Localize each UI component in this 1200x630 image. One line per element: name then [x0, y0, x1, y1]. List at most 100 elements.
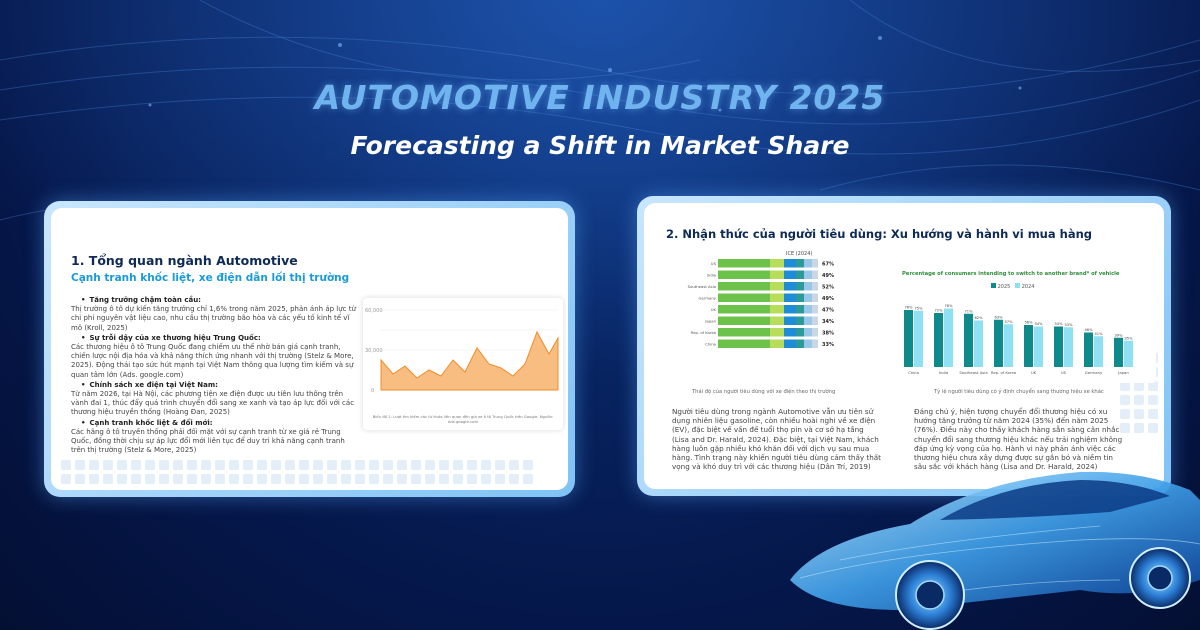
ev-attitude-segment: [784, 293, 796, 302]
ev-attitude-segment: [718, 259, 770, 268]
ev-attitude-segment: [770, 316, 784, 325]
bar-value-label: 71%: [965, 309, 974, 313]
decorative-dot: [495, 460, 505, 470]
decorative-dot: [1148, 423, 1158, 433]
bar-category-label: US: [1061, 370, 1067, 375]
ev-attitude-segment: [796, 316, 804, 325]
bar-2024: [974, 320, 983, 367]
bar-2024: [944, 308, 953, 367]
ev-attitude-segment: [804, 293, 812, 302]
bullet-body: Các hãng ô tô truyền thống phải đối mặt …: [71, 427, 345, 455]
decorative-dot: [509, 460, 519, 470]
legend-label-2025: 2025: [997, 284, 1011, 290]
decorative-dot: [243, 474, 253, 484]
decorative-dot: [173, 474, 183, 484]
decorative-dot: [299, 474, 309, 484]
search-volume-area-chart: 60,000 30,000 0: [365, 308, 559, 394]
consumer-paragraph-right: Đáng chú ý, hiện tượng chuyển đổi thương…: [914, 407, 1123, 472]
decorative-dot: [131, 460, 141, 470]
bar-2025: [1084, 332, 1093, 367]
ev-attitude-row-label: Southeast Asia: [688, 284, 716, 289]
bar-value-label: 72%: [935, 309, 944, 313]
bar-value-label: 53%: [1065, 323, 1074, 327]
decorative-dot: [131, 474, 141, 484]
ev-attitude-segment: [784, 282, 796, 291]
bar-value-label: 57%: [1005, 320, 1014, 324]
search-volume-area: [380, 330, 559, 391]
decorative-dot: [313, 474, 323, 484]
decorative-dot: [257, 474, 267, 484]
bar-value-label: 75%: [915, 306, 924, 310]
bullet-body: Từ năm 2026, tại Hà Nội, các phương tiện…: [71, 390, 355, 417]
bar-2024: [914, 310, 923, 367]
decorative-dot: [75, 474, 85, 484]
decorative-dot: [1134, 423, 1144, 433]
ev-attitude-segment: [770, 305, 784, 314]
decorative-dot: [509, 474, 519, 484]
brand-switch-chart-caption: Tỷ lệ người tiêu dùng có ý định chuyển s…: [934, 389, 1104, 395]
ev-attitude-segment: [804, 282, 812, 291]
decorative-dot: [411, 460, 421, 470]
decorative-dot: [187, 474, 197, 484]
decorative-dot: [1148, 395, 1158, 405]
decorative-dot: [397, 474, 407, 484]
bar-value-label: 41%: [1095, 332, 1104, 336]
decorative-dot: [439, 460, 449, 470]
bar-value-label: 76%: [905, 306, 914, 310]
bullet-title: Chính sách xe điện tại Việt Nam:: [71, 381, 356, 390]
search-volume-chart-card: 60,000 30,000 0 Biểu đồ 1: Lượt tìm kiếm c…: [363, 298, 563, 430]
decorative-dot: [229, 460, 239, 470]
decorative-dot: [523, 460, 533, 470]
bar-2024: [1094, 336, 1103, 367]
bullet-title: Sự trỗi dậy của xe thương hiệu Trung Quố…: [71, 334, 356, 343]
decorative-dot: [271, 474, 281, 484]
bar-2025: [994, 319, 1003, 367]
ev-attitude-segment: [796, 305, 804, 314]
decorative-dot: [369, 460, 379, 470]
decorative-dot: [369, 474, 379, 484]
ev-attitude-segment: [804, 270, 812, 279]
decorative-dot: [467, 474, 477, 484]
ev-attitude-segment: [812, 316, 818, 325]
decorative-dot: [215, 460, 225, 470]
ev-attitude-row-pct: 33%: [822, 342, 834, 348]
bar-2025: [934, 313, 943, 367]
ev-attitude-chart-header: ICE (2024): [786, 251, 813, 257]
ev-attitude-segment: [770, 293, 784, 302]
decorative-dot: [383, 474, 393, 484]
bar-value-label: 54%: [1035, 322, 1044, 326]
ev-attitude-segment: [796, 328, 804, 337]
ev-attitude-segment: [784, 270, 796, 279]
ev-attitude-segment: [784, 328, 796, 337]
ev-attitude-segment: [796, 282, 804, 291]
ev-attitude-row-pct: 49%: [822, 296, 834, 302]
bar-2024: [1064, 327, 1073, 367]
decorative-dot: [159, 460, 169, 470]
bar-2025: [1114, 337, 1123, 367]
bar-value-label: 78%: [945, 304, 954, 308]
ev-attitude-row-pct: 52%: [822, 285, 834, 291]
ev-attitude-chart-card: ICE (2024) US 67% India 49% Southeast Asia 52…: [680, 249, 850, 367]
hero-subtitle: Forecasting a Shift in Market Share: [350, 131, 850, 160]
bullet-title: Tăng trưởng chậm toàn cầu:: [71, 296, 356, 305]
decorative-dot: [61, 474, 71, 484]
decorative-dot: [425, 474, 435, 484]
svg-text:60,000: 60,000: [365, 308, 383, 314]
decorative-dot: [1134, 395, 1144, 405]
bar-value-label: 63%: [995, 315, 1004, 319]
bar-2024: [1004, 324, 1013, 367]
ev-attitude-segment: [796, 293, 804, 302]
decorative-dot: [103, 460, 113, 470]
bar-category-label: India: [939, 370, 948, 375]
ev-attitude-segment: [812, 305, 818, 314]
slide-overview-content: 1. Tổng quan ngành Automotive Cạnh tranh…: [51, 208, 568, 490]
decorative-dot: [383, 460, 393, 470]
slide-consumer: 2. Nhận thức của người tiêu dùng: Xu hướ…: [637, 196, 1171, 496]
decorative-dot: [1148, 409, 1158, 419]
bullet-item: Cạnh tranh khốc liệt & đổi mới: Các hãng…: [71, 419, 356, 456]
ev-attitude-segment: [812, 293, 818, 302]
decorative-dot: [467, 460, 477, 470]
slide-overview-subheading: Cạnh tranh khốc liệt, xe điện dẫn lối th…: [71, 272, 350, 284]
bar-value-label: 35%: [1125, 336, 1134, 340]
ev-attitude-segment: [804, 316, 812, 325]
